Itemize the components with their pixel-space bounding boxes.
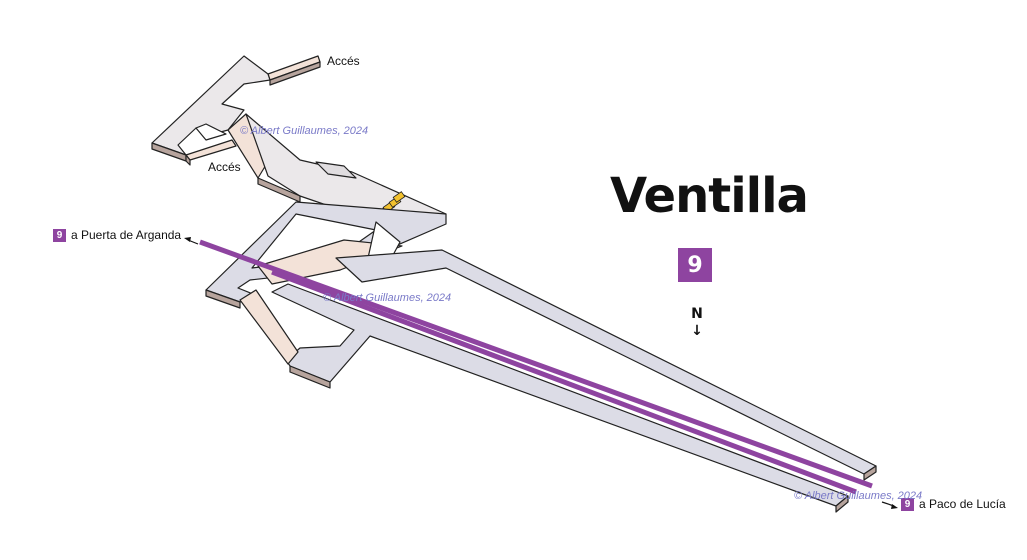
- escalator-step-5: [392, 191, 406, 203]
- exit-left-ramp-side: [185, 154, 191, 166]
- compass: N ↓: [687, 306, 707, 338]
- arrow-west-head: [184, 237, 191, 242]
- direction-east: 9 a Paco de Lucía: [901, 497, 1006, 511]
- corridor-upper: [151, 55, 271, 156]
- mezzanine: [205, 201, 447, 309]
- corridor-hall-top: [315, 161, 357, 179]
- track-1: [199, 239, 873, 489]
- platform-north: [335, 249, 877, 475]
- exit-label-left: Accés: [208, 160, 241, 174]
- compass-letter: N: [691, 306, 703, 322]
- track-2: [271, 269, 857, 495]
- direction-arrows: [184, 237, 898, 509]
- mezzanine-frame-side: [205, 289, 241, 309]
- tracks: [199, 239, 873, 495]
- exit-label-top: Accés: [327, 54, 360, 68]
- exit-top-ramp-side: [269, 61, 321, 86]
- platform-south-ramp: [239, 289, 299, 365]
- platform-south-side: [835, 495, 849, 513]
- north-arrow-icon: ↓: [691, 323, 703, 339]
- direction-east-badge: 9: [901, 497, 914, 511]
- platform-north-side: [863, 465, 877, 481]
- direction-west-label: a Puerta de Arganda: [71, 228, 182, 242]
- corridor-upper-hole: [195, 123, 227, 141]
- credit-upper: © Albert Guillaumes, 2024: [240, 125, 369, 137]
- direction-east-label: a Paco de Lucía: [919, 497, 1006, 511]
- direction-west: 9 a Puerta de Arganda: [53, 228, 181, 242]
- line-badge: 9: [678, 248, 712, 282]
- platform-south-lower-side: [289, 365, 331, 389]
- platforms: [239, 249, 877, 513]
- credit-middle: © Albert Guillaumes, 2024: [323, 292, 452, 304]
- station-title: Ventilla: [610, 168, 809, 224]
- direction-west-badge: 9: [53, 228, 66, 242]
- exit-left-ramp: [185, 139, 237, 161]
- credit-lower: © Albert Guillaumes, 2024: [794, 490, 923, 502]
- arrow-east-head: [891, 504, 898, 509]
